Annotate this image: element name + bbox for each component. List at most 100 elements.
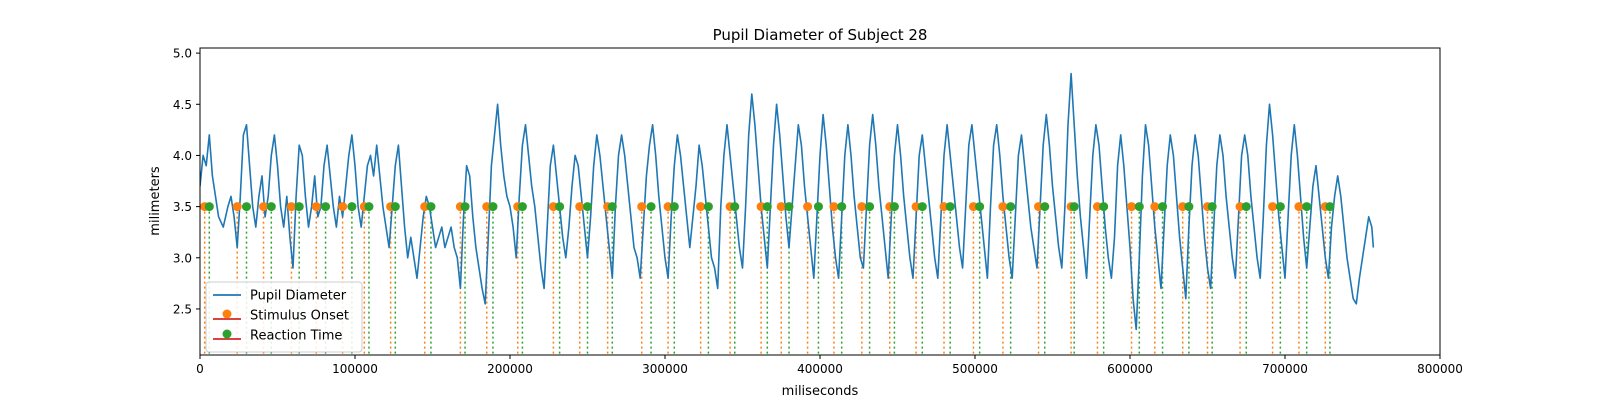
x-tick-label: 800000 (1417, 362, 1463, 376)
y-tick-label: 4.0 (173, 149, 192, 163)
stimulus-onset-marker (1127, 202, 1137, 212)
x-tick-label: 500000 (952, 362, 998, 376)
stimulus-onset-marker (637, 202, 647, 212)
stimulus-onset-marker (663, 202, 673, 212)
reaction-time-marker (1069, 202, 1079, 212)
series-line-layer (200, 72, 1375, 331)
reaction-time-marker (762, 202, 772, 212)
stimulus-onset-marker (1294, 202, 1304, 212)
reaction-time-marker (784, 202, 794, 212)
stimulus-onset-marker (575, 202, 585, 212)
stimulus-onset-marker (968, 202, 978, 212)
x-axis: 0 100000 200000 300000 400000 500000 600000 700… (196, 355, 1463, 376)
reaction-time-marker (865, 202, 875, 212)
x-tick-label: 0 (196, 362, 204, 376)
stimulus-onset-marker (338, 202, 348, 212)
reaction-time-marker (1099, 202, 1109, 212)
stimulus-onset-marker (911, 202, 921, 212)
stimulus-onset-marker (696, 202, 706, 212)
stimulus-onset-marker (232, 202, 242, 212)
legend-label-pupil: Pupil Diameter (250, 289, 347, 304)
stimulus-onset-marker (776, 202, 786, 212)
stimulus-onset-marker (1235, 202, 1245, 212)
reaction-time-marker (1040, 202, 1050, 212)
reaction-time-marker (1241, 202, 1251, 212)
stimulus-onset-marker (1178, 202, 1188, 212)
reaction-time-marker (1006, 202, 1016, 212)
reaction-time-marker (1275, 202, 1285, 212)
stimulus-onset-marker (548, 202, 558, 212)
stimulus-onset-marker (998, 202, 1008, 212)
reaction-time-marker (1134, 202, 1144, 212)
legend: Pupil Diameter Stimulus Onset Reaction T… (205, 281, 363, 353)
x-tick-label: 100000 (332, 362, 378, 376)
x-tick-label: 400000 (797, 362, 843, 376)
stem-markers-layer (200, 202, 1335, 212)
stimulus-onset-marker (1150, 202, 1160, 212)
reaction-time-marker (889, 202, 899, 212)
stimulus-onset-marker (1034, 202, 1044, 212)
reaction-time-marker (1158, 202, 1168, 212)
reaction-time-marker (294, 202, 304, 212)
x-tick-label: 600000 (1107, 362, 1153, 376)
stimulus-onset-marker (1268, 202, 1278, 212)
reaction-time-marker (488, 202, 498, 212)
stimulus-onset-marker (286, 202, 296, 212)
reaction-time-marker (583, 202, 592, 212)
reaction-time-marker (426, 202, 436, 212)
reaction-time-marker (669, 202, 679, 212)
pupil-diameter-line (200, 72, 1375, 331)
reaction-time-marker (837, 202, 847, 212)
stimulus-onset-marker (482, 202, 492, 212)
reaction-time-marker (917, 202, 927, 212)
reaction-time-marker (1302, 202, 1312, 212)
legend-box (205, 281, 363, 353)
reaction-time-marker (646, 202, 656, 212)
reaction-time-marker (242, 202, 251, 212)
reaction-time-marker (975, 202, 985, 212)
reaction-time-marker (321, 202, 331, 212)
x-axis-label: miliseconds (782, 384, 859, 399)
stimulus-onset-marker (829, 202, 839, 212)
chart-title: Pupil Diameter of Subject 28 (713, 26, 928, 44)
y-axis: 2.5 3.0 3.5 4.0 4.5 5.0 (173, 47, 200, 316)
y-axis-label: milimeters (148, 166, 163, 236)
reaction-time-marker (1184, 202, 1194, 212)
reaction-time-marker (364, 202, 374, 212)
reaction-time-marker (1207, 202, 1217, 212)
x-tick-label: 300000 (642, 362, 688, 376)
stimulus-onset-marker (857, 202, 867, 212)
reaction-time-marker (730, 202, 740, 212)
reaction-time-marker (607, 202, 617, 212)
y-tick-label: 4.5 (173, 98, 192, 112)
x-tick-label: 700000 (1262, 362, 1308, 376)
reaction-time-marker (555, 202, 565, 212)
legend-label-stimulus: Stimulus Onset (250, 309, 349, 324)
stimulus-onset-marker (259, 202, 269, 212)
legend-label-reaction: Reaction Time (250, 329, 342, 344)
y-tick-label: 5.0 (173, 47, 192, 61)
reaction-time-marker (347, 202, 357, 212)
legend-marker-reaction (222, 329, 232, 339)
reaction-time-marker (945, 202, 955, 212)
x-tick-label: 200000 (487, 362, 533, 376)
stimulus-onset-marker (311, 202, 321, 212)
stimulus-onset-marker (420, 202, 430, 212)
stimulus-onset-marker (803, 202, 813, 212)
y-tick-label: 2.5 (173, 302, 192, 316)
stimulus-onset-marker (1092, 202, 1102, 212)
reaction-time-marker (390, 202, 400, 212)
legend-marker-stimulus (222, 309, 232, 319)
reaction-time-marker (703, 202, 713, 212)
stimulus-onset-marker (939, 202, 949, 212)
reaction-time-marker (813, 202, 823, 212)
reaction-time-marker (460, 202, 470, 212)
stimulus-onset-marker (756, 202, 766, 212)
reaction-time-marker (266, 202, 276, 212)
reaction-time-marker (204, 202, 214, 212)
reaction-time-marker (517, 202, 527, 212)
y-tick-label: 3.5 (173, 200, 192, 214)
reaction-time-marker (1325, 202, 1335, 212)
y-tick-label: 3.0 (173, 251, 192, 265)
